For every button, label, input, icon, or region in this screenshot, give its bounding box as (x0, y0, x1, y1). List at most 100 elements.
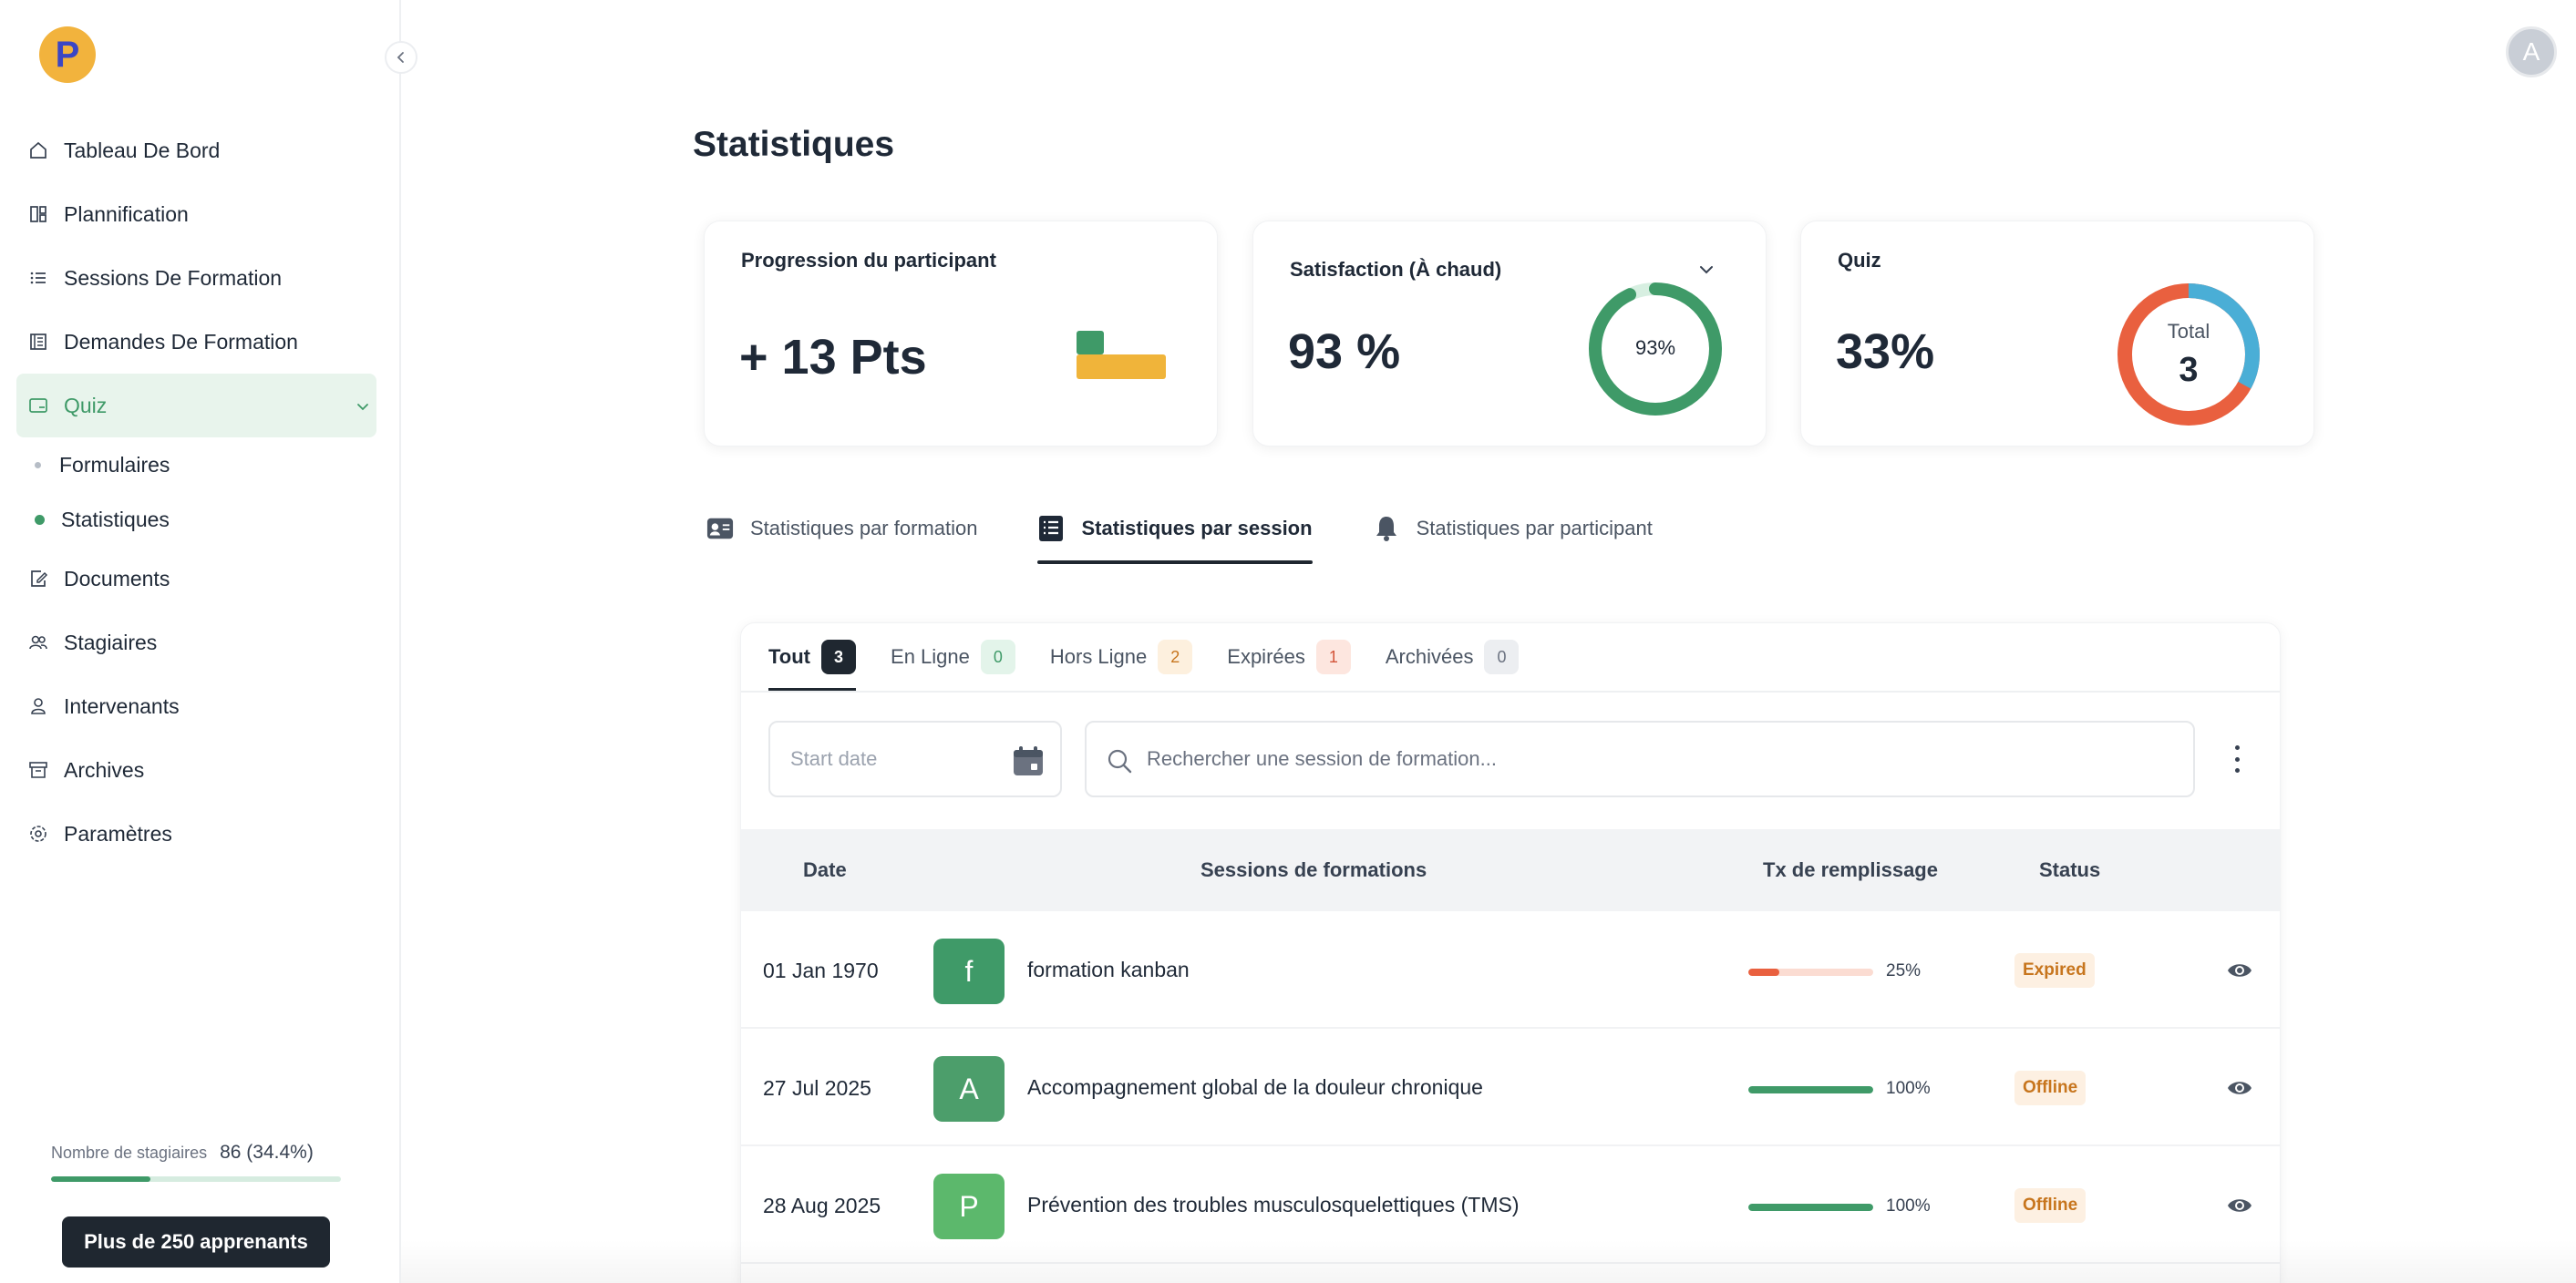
count-badge: 1 (1315, 640, 1351, 674)
filter-tab-tout[interactable]: Tout 3 (768, 623, 857, 691)
column-header-fill-rate[interactable]: Tx de remplissage (1763, 858, 1938, 881)
session-name[interactable]: Accompagnement global de la douleur chro… (1027, 1075, 1483, 1099)
app-logo[interactable]: P (39, 26, 96, 83)
filter-tab-label: Archivées (1385, 645, 1474, 668)
trainees-label: Nombre de stagiaires (51, 1144, 208, 1162)
filter-tab-en-ligne[interactable]: En Ligne 0 (891, 623, 1015, 691)
eye-icon[interactable] (2227, 961, 2252, 980)
filter-tab-archivees[interactable]: Archivées 0 (1386, 623, 1520, 691)
card-title: Quiz (1838, 249, 1881, 272)
settings-icon (27, 823, 49, 845)
start-date-input[interactable]: Start date (768, 721, 1062, 797)
column-header-sessions[interactable]: Sessions de formations (1200, 858, 1427, 881)
quiz-card: Quiz 33% Total 3 (1800, 221, 2314, 446)
filter-tab-label: Tout (768, 645, 811, 668)
fill-rate-fill (1748, 969, 1780, 976)
satisfaction-value: 93 % (1288, 324, 1401, 379)
trainees-counter: Nombre de stagiaires 86 (34.4%) (51, 1142, 343, 1182)
tab-statistiques-par-session[interactable]: Statistiques par session (1037, 506, 1313, 564)
progression-bars-icon (1077, 331, 1166, 379)
sidebar-item-label: Demandes De Formation (64, 329, 298, 354)
chevron-down-icon[interactable] (1696, 260, 1716, 280)
id-card-icon (706, 515, 734, 542)
fill-rate-label: 25% (1886, 961, 1922, 980)
sidebar-subitem-statistiques[interactable]: Statistiques (16, 492, 376, 547)
session-avatar: A (933, 1056, 1005, 1122)
sidebar-item-stagiaires[interactable]: Stagiaires (16, 611, 376, 674)
column-header-status[interactable]: Status (2039, 858, 2101, 881)
sidebar-item-archives[interactable]: Archives (16, 738, 376, 802)
fill-rate-label: 100% (1886, 1079, 1931, 1098)
session-name[interactable]: Prévention des troubles musculosqueletti… (1027, 1193, 1520, 1216)
sidebar-item-plannification[interactable]: Plannification (16, 182, 376, 246)
search-input[interactable]: Rechercher une session de formation... (1085, 721, 2195, 797)
count-badge: 2 (1158, 640, 1193, 674)
view-tabs: Statistiques par formation Statistiques … (706, 506, 1713, 564)
sidebar-item-label: Tableau De Bord (64, 138, 221, 162)
user-icon (27, 695, 49, 717)
sidebar-item-label: Stagiaires (64, 630, 158, 654)
table-row[interactable]: 01 Jan 1970 f formation kanban 25% Expir… (741, 911, 2280, 1029)
sidebar-item-sessions[interactable]: Sessions De Formation (16, 246, 376, 310)
row-date: 01 Jan 1970 (763, 959, 879, 982)
tab-statistiques-par-formation[interactable]: Statistiques par formation (706, 506, 977, 551)
date-placeholder: Start date (790, 747, 878, 770)
table-row[interactable]: 28 Aug 2025 P Prévention des troubles mu… (741, 1146, 2280, 1264)
quiz-total-label: Total (2167, 320, 2210, 343)
filter-tab-expirees[interactable]: Expirées 1 (1227, 623, 1351, 691)
sidebar-item-label: Sessions De Formation (64, 265, 283, 290)
layout-icon (27, 203, 49, 225)
sidebar-item-quiz[interactable]: Quiz (16, 374, 376, 437)
sidebar-item-demandes[interactable]: Demandes De Formation (16, 310, 376, 374)
sidebar-item-label: Plannification (64, 201, 189, 226)
collapse-sidebar-button[interactable] (385, 41, 417, 74)
upgrade-button[interactable]: Plus de 250 apprenants (62, 1216, 330, 1268)
bell-icon (1373, 515, 1400, 542)
sidebar-item-tableau-de-bord[interactable]: Tableau De Bord (16, 118, 376, 182)
quiz-value: 33% (1836, 324, 1935, 379)
sessions-table-card: Tout 3 En Ligne 0 Hors Ligne 2 Expirées … (740, 622, 2281, 1283)
filter-tab-label: Hors Ligne (1049, 645, 1148, 668)
calendar-icon[interactable] (1013, 745, 1044, 776)
sidebar-subitem-formulaires[interactable]: Formulaires (16, 437, 376, 492)
table-header: Date Sessions de formations Tx de rempli… (741, 829, 2280, 911)
card-title: Satisfaction (À chaud) (1290, 258, 1502, 281)
fill-rate-bar (1748, 1086, 1873, 1093)
sidebar-item-intervenants[interactable]: Intervenants (16, 674, 376, 738)
card-title: Progression du participant (741, 249, 996, 272)
tabs-divider (741, 691, 2280, 693)
sidebar-subitem-label: Formulaires (59, 452, 170, 477)
sidebar-item-parametres[interactable]: Paramètres (16, 802, 376, 866)
column-header-date[interactable]: Date (803, 858, 847, 881)
tab-statistiques-par-participant[interactable]: Statistiques par participant (1373, 506, 1653, 551)
more-options-icon[interactable] (2232, 745, 2241, 773)
session-avatar: f (933, 939, 1005, 1004)
sidebar-item-label: Documents (64, 566, 170, 590)
filter-tab-label: Expirées (1227, 645, 1305, 668)
tab-label: Statistiques par participant (1416, 517, 1653, 539)
chevron-down-icon (355, 395, 371, 420)
status-badge: Offline (2014, 1071, 2087, 1105)
trainees-value: 86 (34.4%) (220, 1142, 314, 1163)
status-badge: Expired (2014, 953, 2095, 988)
logo-letter: P (55, 34, 80, 75)
trainees-progress-fill (51, 1176, 151, 1182)
session-name[interactable]: formation kanban (1027, 958, 1190, 981)
progression-card: Progression du participant + 13 Pts (704, 221, 1218, 446)
table-row[interactable]: 27 Jul 2025 A Accompagnement global de l… (741, 1029, 2280, 1146)
fill-rate-fill (1748, 1086, 1873, 1093)
status-filter-tabs: Tout 3 En Ligne 0 Hors Ligne 2 Expirées … (768, 623, 1553, 691)
satisfaction-card: Satisfaction (À chaud) 93 % 93% (1252, 221, 1767, 446)
eye-icon[interactable] (2227, 1196, 2252, 1215)
eye-icon[interactable] (2227, 1079, 2252, 1097)
filter-tab-label: En Ligne (891, 645, 970, 668)
bullet-icon (35, 461, 41, 468)
satisfaction-donut: 93% (1588, 282, 1723, 416)
card-icon (27, 395, 49, 416)
user-avatar[interactable]: A (2506, 26, 2557, 77)
sidebar-item-documents[interactable]: Documents (16, 547, 376, 611)
fill-rate-bar (1748, 1204, 1873, 1211)
search-placeholder: Rechercher une session de formation... (1147, 747, 1497, 770)
satisfaction-donut-label: 93% (1634, 336, 1676, 359)
filter-tab-hors-ligne[interactable]: Hors Ligne 2 (1049, 623, 1193, 691)
